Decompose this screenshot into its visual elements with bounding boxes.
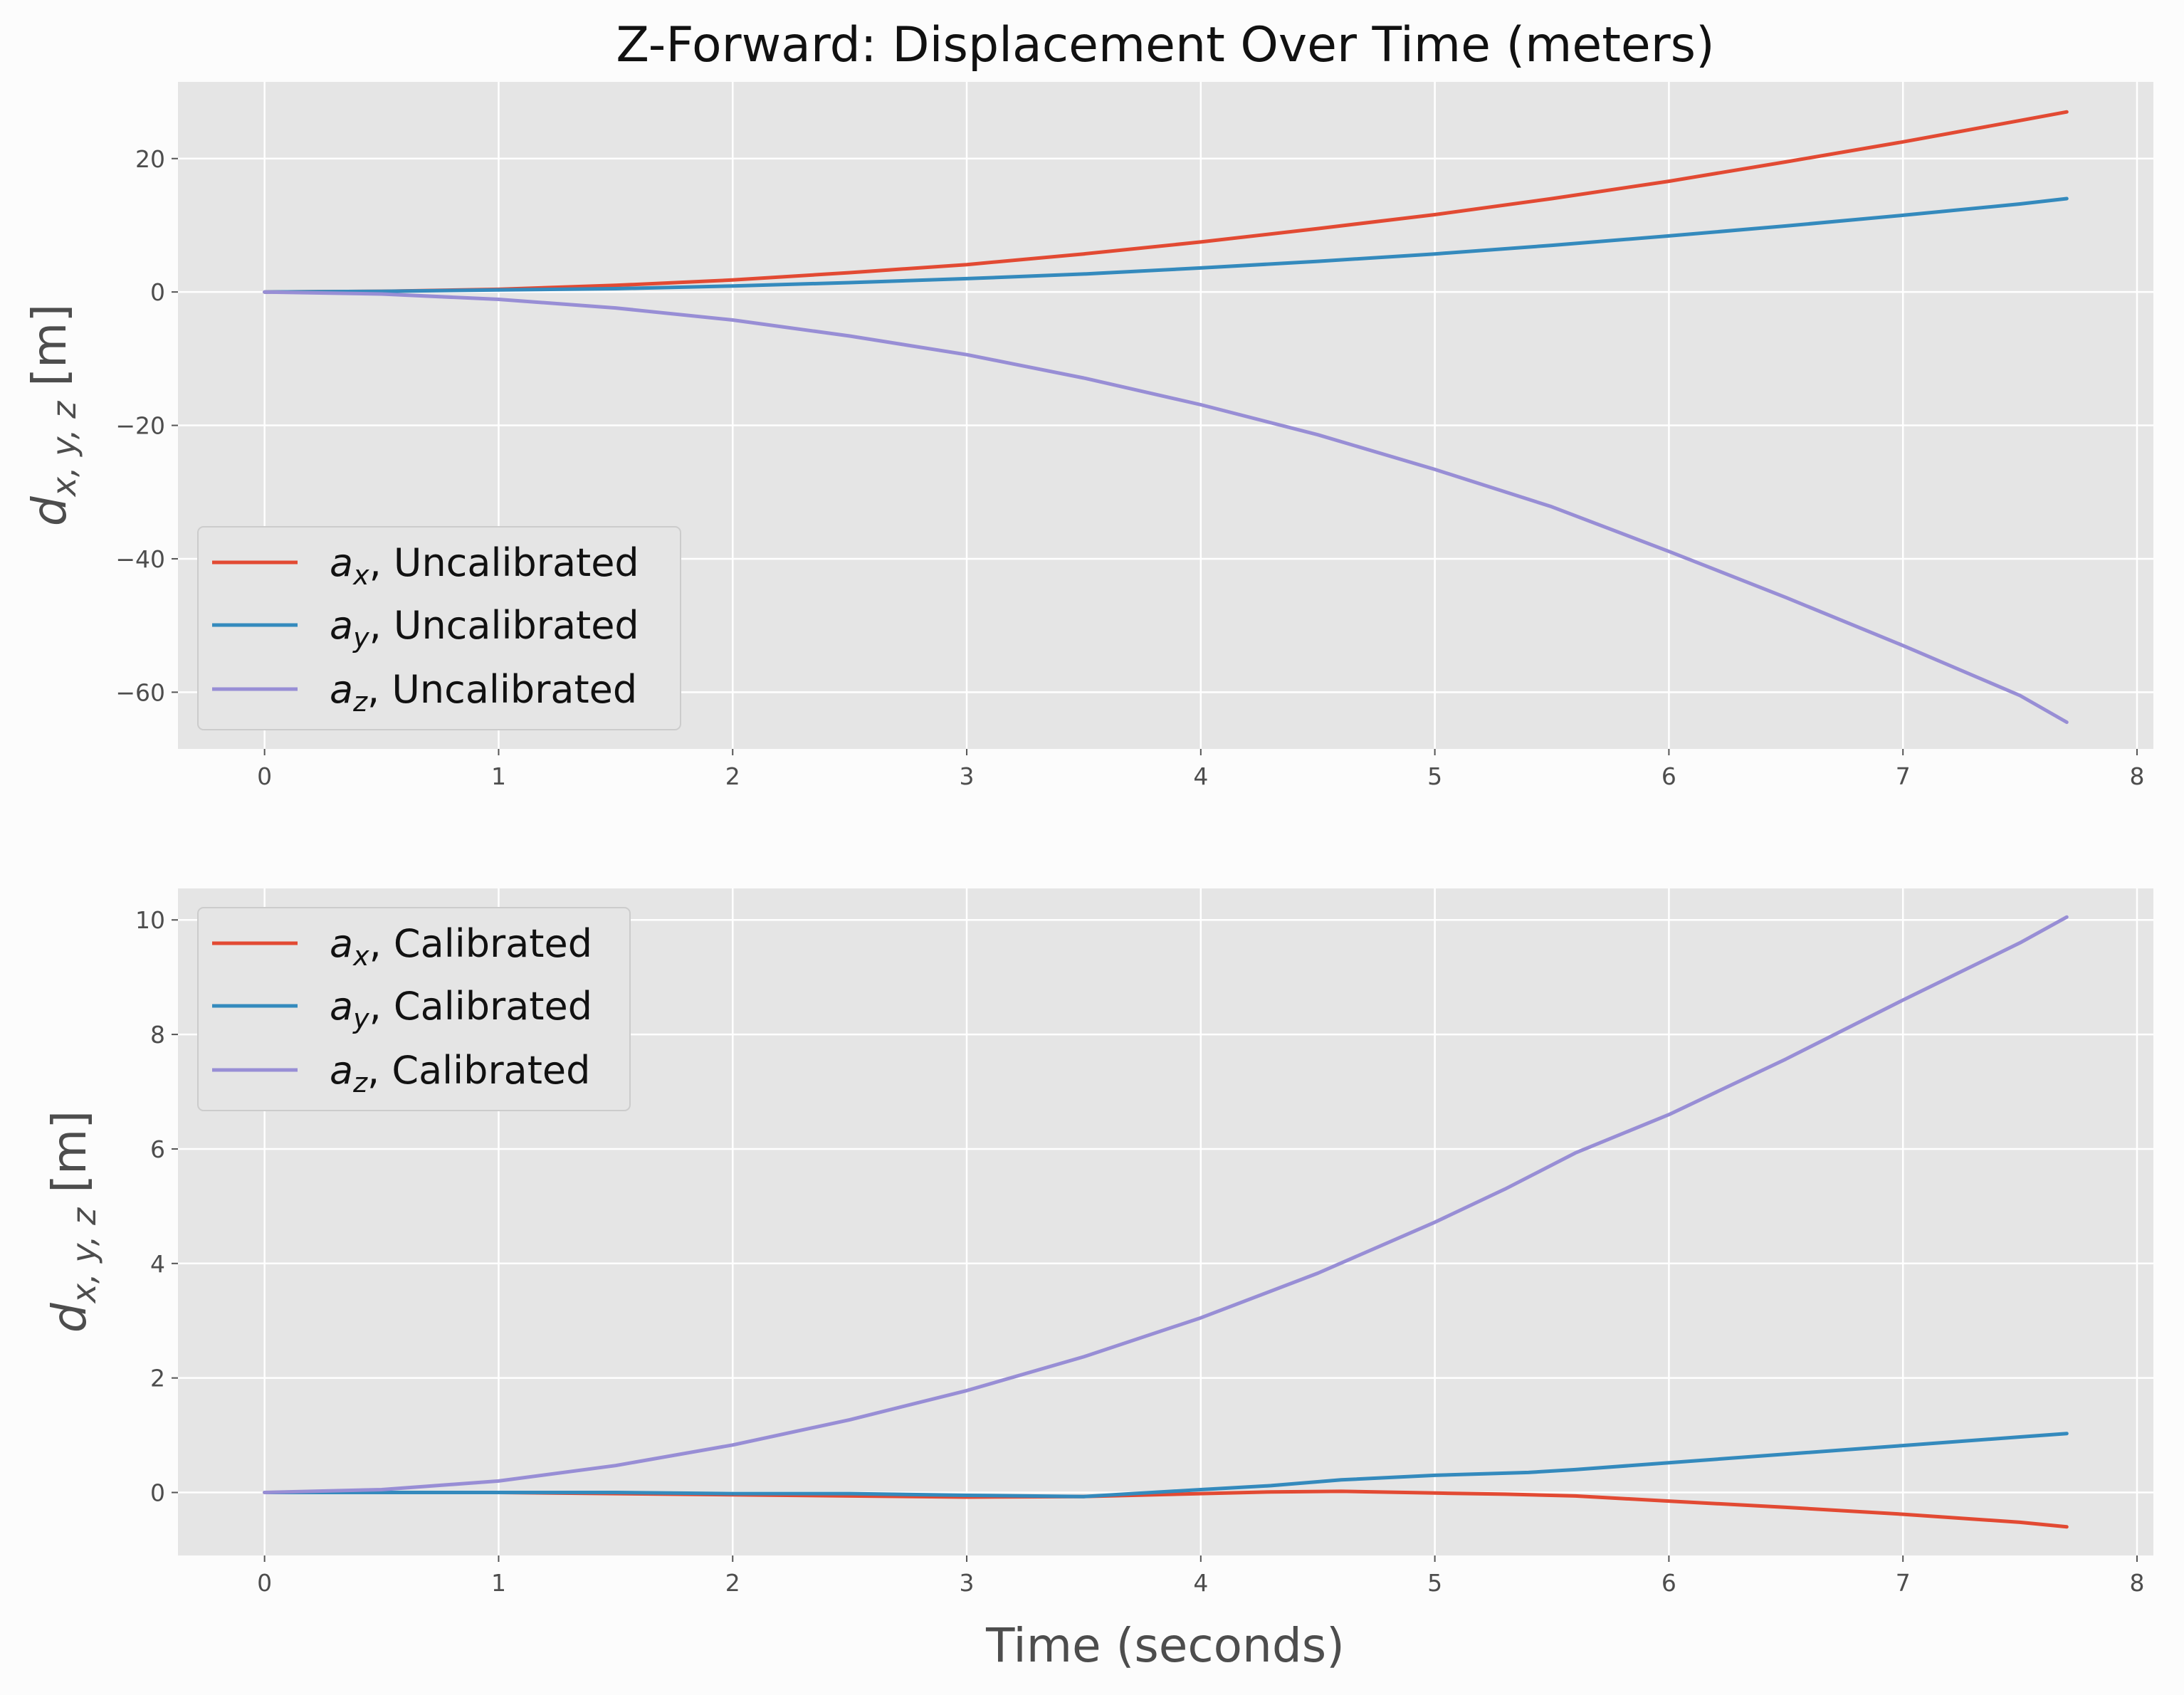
bottom-y-tick-label: 2	[150, 1365, 165, 1392]
bottom-x-tick-label: 0	[257, 1569, 272, 1597]
bottom-x-tick-labels: 0 1 2 3 4 5 6 7 8	[257, 1555, 2144, 1597]
bottom-legend-box	[197, 907, 631, 1111]
bottom-y-axis-label-subscript: x, y, z	[65, 1207, 103, 1304]
legend-label-base: a	[330, 1048, 353, 1093]
top-x-tick-label: 7	[1896, 762, 1911, 790]
bottom-y-tick-label: 10	[135, 906, 165, 934]
legend-label-rest: , Calibrated	[369, 921, 592, 966]
bottom-legend-label-ax: ax, Calibrated	[330, 921, 592, 972]
top-x-tick-label: 8	[2129, 762, 2144, 790]
top-chart-title: Z-Forward: Displacement Over Time (meter…	[616, 17, 1714, 73]
top-series-ay-line	[263, 196, 2069, 294]
top-y-tick-label: 20	[135, 145, 165, 173]
top-y-axis-label-base: d	[22, 495, 77, 526]
bottom-x-tick-label: 1	[491, 1569, 506, 1597]
bottom-series-ay-line	[263, 1432, 2069, 1499]
top-x-tick-label: 1	[491, 762, 506, 790]
legend-label-rest: , Uncalibrated	[369, 540, 639, 585]
bottom-x-tick-label: 5	[1427, 1569, 1442, 1597]
top-legend-label-ax: ax, Uncalibrated	[330, 540, 639, 591]
legend-label-base: a	[330, 667, 353, 712]
top-y-tick-label: −20	[115, 412, 165, 440]
bottom-x-tick-label: 7	[1896, 1569, 1911, 1597]
bottom-y-axis-label-unit: [m]	[42, 1111, 97, 1208]
top-legend-label-ay: ay, Uncalibrated	[330, 603, 639, 654]
legend-label-subscript: z	[352, 686, 368, 718]
top-y-axis-label-subscript: x, y, z	[45, 401, 83, 498]
legend-label-rest: , Calibrated	[369, 984, 592, 1029]
top-x-tick-label: 4	[1193, 762, 1208, 790]
legend-label-rest: , Calibrated	[367, 1048, 590, 1093]
bottom-series-az-line	[263, 915, 2069, 1494]
bottom-chart: 0 1 2 3 4 5 6 7 8 0 2 4 6 8 10 Time (seconds) dx, y, …	[42, 888, 2153, 1673]
bottom-y-tick-label: 6	[150, 1135, 165, 1163]
bottom-x-tick-label: 8	[2129, 1569, 2144, 1597]
legend-label-subscript: y	[352, 1003, 369, 1034]
legend-label-base: a	[330, 984, 353, 1029]
top-legend-label-az: az, Uncalibrated	[330, 667, 637, 718]
bottom-x-tick-label: 2	[725, 1569, 740, 1597]
bottom-y-axis-label-base: d	[42, 1302, 97, 1333]
top-series	[263, 110, 2069, 724]
bottom-y-tick-labels: 0 2 4 6 8 10	[135, 906, 178, 1507]
top-y-axis-label-unit: [m]	[22, 304, 77, 402]
legend-label-base: a	[330, 540, 353, 585]
bottom-legend-label-az: az, Calibrated	[330, 1048, 590, 1098]
top-x-tick-label: 0	[257, 762, 272, 790]
bottom-legend-label-ay: ay, Calibrated	[330, 984, 592, 1034]
top-x-tick-label: 3	[960, 762, 975, 790]
legend-label-subscript: x	[352, 940, 369, 972]
bottom-x-tick-label: 4	[1193, 1569, 1208, 1597]
top-x-tick-label: 5	[1427, 762, 1442, 790]
bottom-y-tick-label: 0	[150, 1479, 165, 1507]
legend-label-base: a	[330, 603, 353, 648]
top-y-tick-label: −40	[115, 545, 165, 573]
top-y-tick-label: 0	[150, 278, 165, 306]
bottom-series	[263, 915, 2069, 1529]
top-x-tick-labels: 0 1 2 3 4 5 6 7 8	[257, 749, 2144, 790]
bottom-x-axis-label: Time (seconds)	[985, 1618, 1345, 1673]
top-y-tick-label: −60	[115, 678, 165, 706]
legend-label-base: a	[330, 921, 353, 966]
top-y-axis-label: dx, y, z [m]	[22, 304, 83, 526]
legend-label-subscript: z	[352, 1067, 368, 1098]
top-chart: 0 1 2 3 4 5 6 7 8 20 0 −20 −40 −60 Z-Forward: Displa…	[22, 17, 2153, 790]
bottom-x-tick-label: 6	[1661, 1569, 1676, 1597]
top-x-tick-label: 6	[1661, 762, 1676, 790]
bottom-y-tick-label: 4	[150, 1250, 165, 1278]
top-y-tick-labels: 20 0 −20 −40 −60	[115, 145, 178, 706]
legend-label-rest: , Uncalibrated	[367, 667, 637, 712]
top-x-tick-label: 2	[725, 762, 740, 790]
bottom-y-axis-label: dx, y, z [m]	[42, 1111, 103, 1333]
top-series-az-line	[263, 290, 2069, 724]
bottom-y-tick-label: 8	[150, 1021, 165, 1049]
top-legend-box	[197, 526, 681, 730]
legend-label-rest: , Uncalibrated	[369, 603, 639, 648]
top-series-ax-line	[263, 110, 2069, 294]
bottom-x-tick-label: 3	[960, 1569, 975, 1597]
legend-label-subscript: x	[352, 560, 369, 591]
legend-label-subscript: y	[352, 622, 369, 654]
